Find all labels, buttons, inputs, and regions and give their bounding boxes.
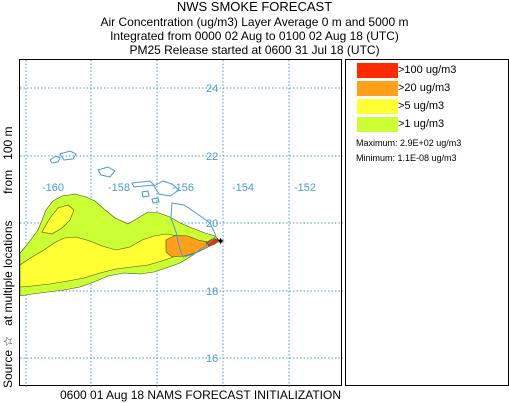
legend-swatch-20 bbox=[357, 81, 398, 96]
star-icon: ✦ bbox=[216, 235, 225, 248]
lat-label-18: 18 bbox=[206, 286, 218, 298]
lon-label-158: -158 bbox=[108, 182, 130, 194]
source-side-label: Source ☆ at multiple locations from 100 … bbox=[1, 126, 15, 388]
legend-panel: >100 ug/m3 >20 ug/m3 >5 ug/m3 >1 ug/m3 M… bbox=[345, 59, 509, 386]
plume-level-20 bbox=[165, 234, 219, 258]
maui-coast bbox=[153, 180, 180, 197]
smoke-map: ✦ 24 22 20 18 16 -160 -158 -156 -154 -15… bbox=[19, 59, 343, 387]
longitude-labels: -160 -158 -156 -154 -152 bbox=[42, 182, 316, 194]
lat-label-20: 20 bbox=[206, 218, 218, 230]
kahoolawe-coast bbox=[151, 197, 160, 204]
integration-period: Integrated from 0000 02 Aug to 0100 02 A… bbox=[110, 29, 399, 43]
hawaiian-islands-coastline bbox=[49, 150, 217, 258]
legend-swatch-5 bbox=[357, 99, 398, 114]
plume-level-100 bbox=[205, 238, 219, 247]
lanai-coast bbox=[141, 190, 150, 198]
lat-label-24: 24 bbox=[206, 83, 218, 95]
forecast-title: NWS SMOKE FORECAST bbox=[176, 0, 333, 14]
minimum-value: Minimum: 1.1E-08 ug/m3 bbox=[356, 153, 457, 163]
legend-label-20: >20 ug/m3 bbox=[398, 82, 451, 94]
smoke-plume bbox=[20, 193, 220, 297]
lon-label-160: -160 bbox=[42, 182, 64, 194]
legend-swatch-1 bbox=[357, 117, 398, 132]
plume-level-5-west bbox=[41, 204, 75, 235]
oahu-coast bbox=[97, 166, 116, 178]
lat-label-22: 22 bbox=[206, 151, 218, 163]
lat-label-16: 16 bbox=[206, 353, 218, 365]
molokai-coast bbox=[131, 180, 156, 188]
release-start: PM25 Release started at 0600 31 Jul 18 (… bbox=[129, 43, 380, 57]
legend-label-1: >1 ug/m3 bbox=[398, 118, 445, 130]
legend-label-100: >100 ug/m3 bbox=[398, 64, 457, 76]
concentration-subtitle: Air Concentration (ug/m3) Layer Average … bbox=[100, 15, 409, 29]
initialization-footer: 0600 01 Aug 18 NAMS FORECAST INITIALIZAT… bbox=[60, 388, 341, 402]
map-canvas: ✦ 24 22 20 18 16 -160 -158 -156 -154 -15… bbox=[20, 60, 343, 387]
kauai-coast bbox=[59, 150, 77, 161]
legend-label-5: >5 ug/m3 bbox=[398, 100, 445, 112]
legend-swatch-100 bbox=[357, 63, 398, 78]
latitude-labels: 24 22 20 18 16 bbox=[206, 83, 218, 365]
lon-label-152: -152 bbox=[294, 182, 316, 194]
hawaii-coast bbox=[170, 202, 217, 258]
niihau-coast bbox=[49, 155, 61, 164]
source-marker: ✦ bbox=[216, 235, 225, 248]
lon-label-156: -156 bbox=[172, 182, 194, 194]
maximum-value: Maximum: 2.9E+02 ug/m3 bbox=[356, 138, 462, 148]
lon-label-154: -154 bbox=[232, 182, 254, 194]
